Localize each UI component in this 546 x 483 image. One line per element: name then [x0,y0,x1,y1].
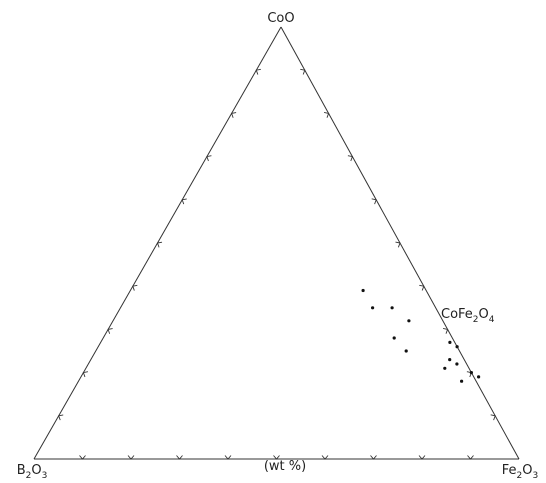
tick-base-4 [224,455,232,460]
data-point-5 [392,336,396,340]
data-point-8 [455,345,459,349]
tick-base-2 [127,455,135,460]
tick-base-7 [370,455,377,460]
unit-label: (wt %) [264,459,306,474]
tick-right-7 [442,328,449,334]
data-point-13 [469,371,473,375]
tick-right-5 [395,241,401,248]
data-point-10 [455,362,459,366]
data-point-2 [371,306,375,310]
tick-left-1 [58,414,64,421]
tick-base-8 [418,455,426,460]
tick-left-5 [156,241,163,248]
tick-left-6 [181,198,187,205]
tick-left-8 [230,112,237,118]
tick-base-5 [273,455,280,460]
tick-right-9 [490,414,496,421]
data-points [361,288,481,383]
tick-right-2 [323,112,330,118]
tick-left-9 [255,68,261,75]
vertex-label-left: B2​O3​ [17,463,48,481]
tick-base-1 [79,455,86,460]
tick-right-4 [371,198,377,205]
data-point-6 [404,349,408,353]
data-point-3 [390,306,394,310]
data-point-4 [407,319,411,323]
tick-right-3 [347,155,354,162]
cofe2o4-annotation: CoFe2​O4​ [441,307,495,325]
data-point-12 [460,379,464,383]
data-point-11 [443,366,447,370]
tick-right-6 [419,284,425,291]
data-point-1 [361,288,365,293]
tick-base-3 [176,455,183,460]
tick-base-9 [467,455,474,460]
tick-left-7 [206,155,212,162]
data-point-7 [448,340,452,344]
tick-left-4 [132,284,138,291]
tick-left-3 [107,328,113,334]
vertex-label-top: CoO [267,11,294,26]
tick-left-2 [82,371,89,378]
tick-base-6 [321,455,329,460]
data-point-14 [477,375,481,379]
vertex-label-right: Fe2​O3​ [502,463,538,481]
triangle-edges [33,26,520,460]
tick-marks [58,68,496,460]
data-point-9 [448,358,452,362]
tick-right-1 [300,68,306,75]
